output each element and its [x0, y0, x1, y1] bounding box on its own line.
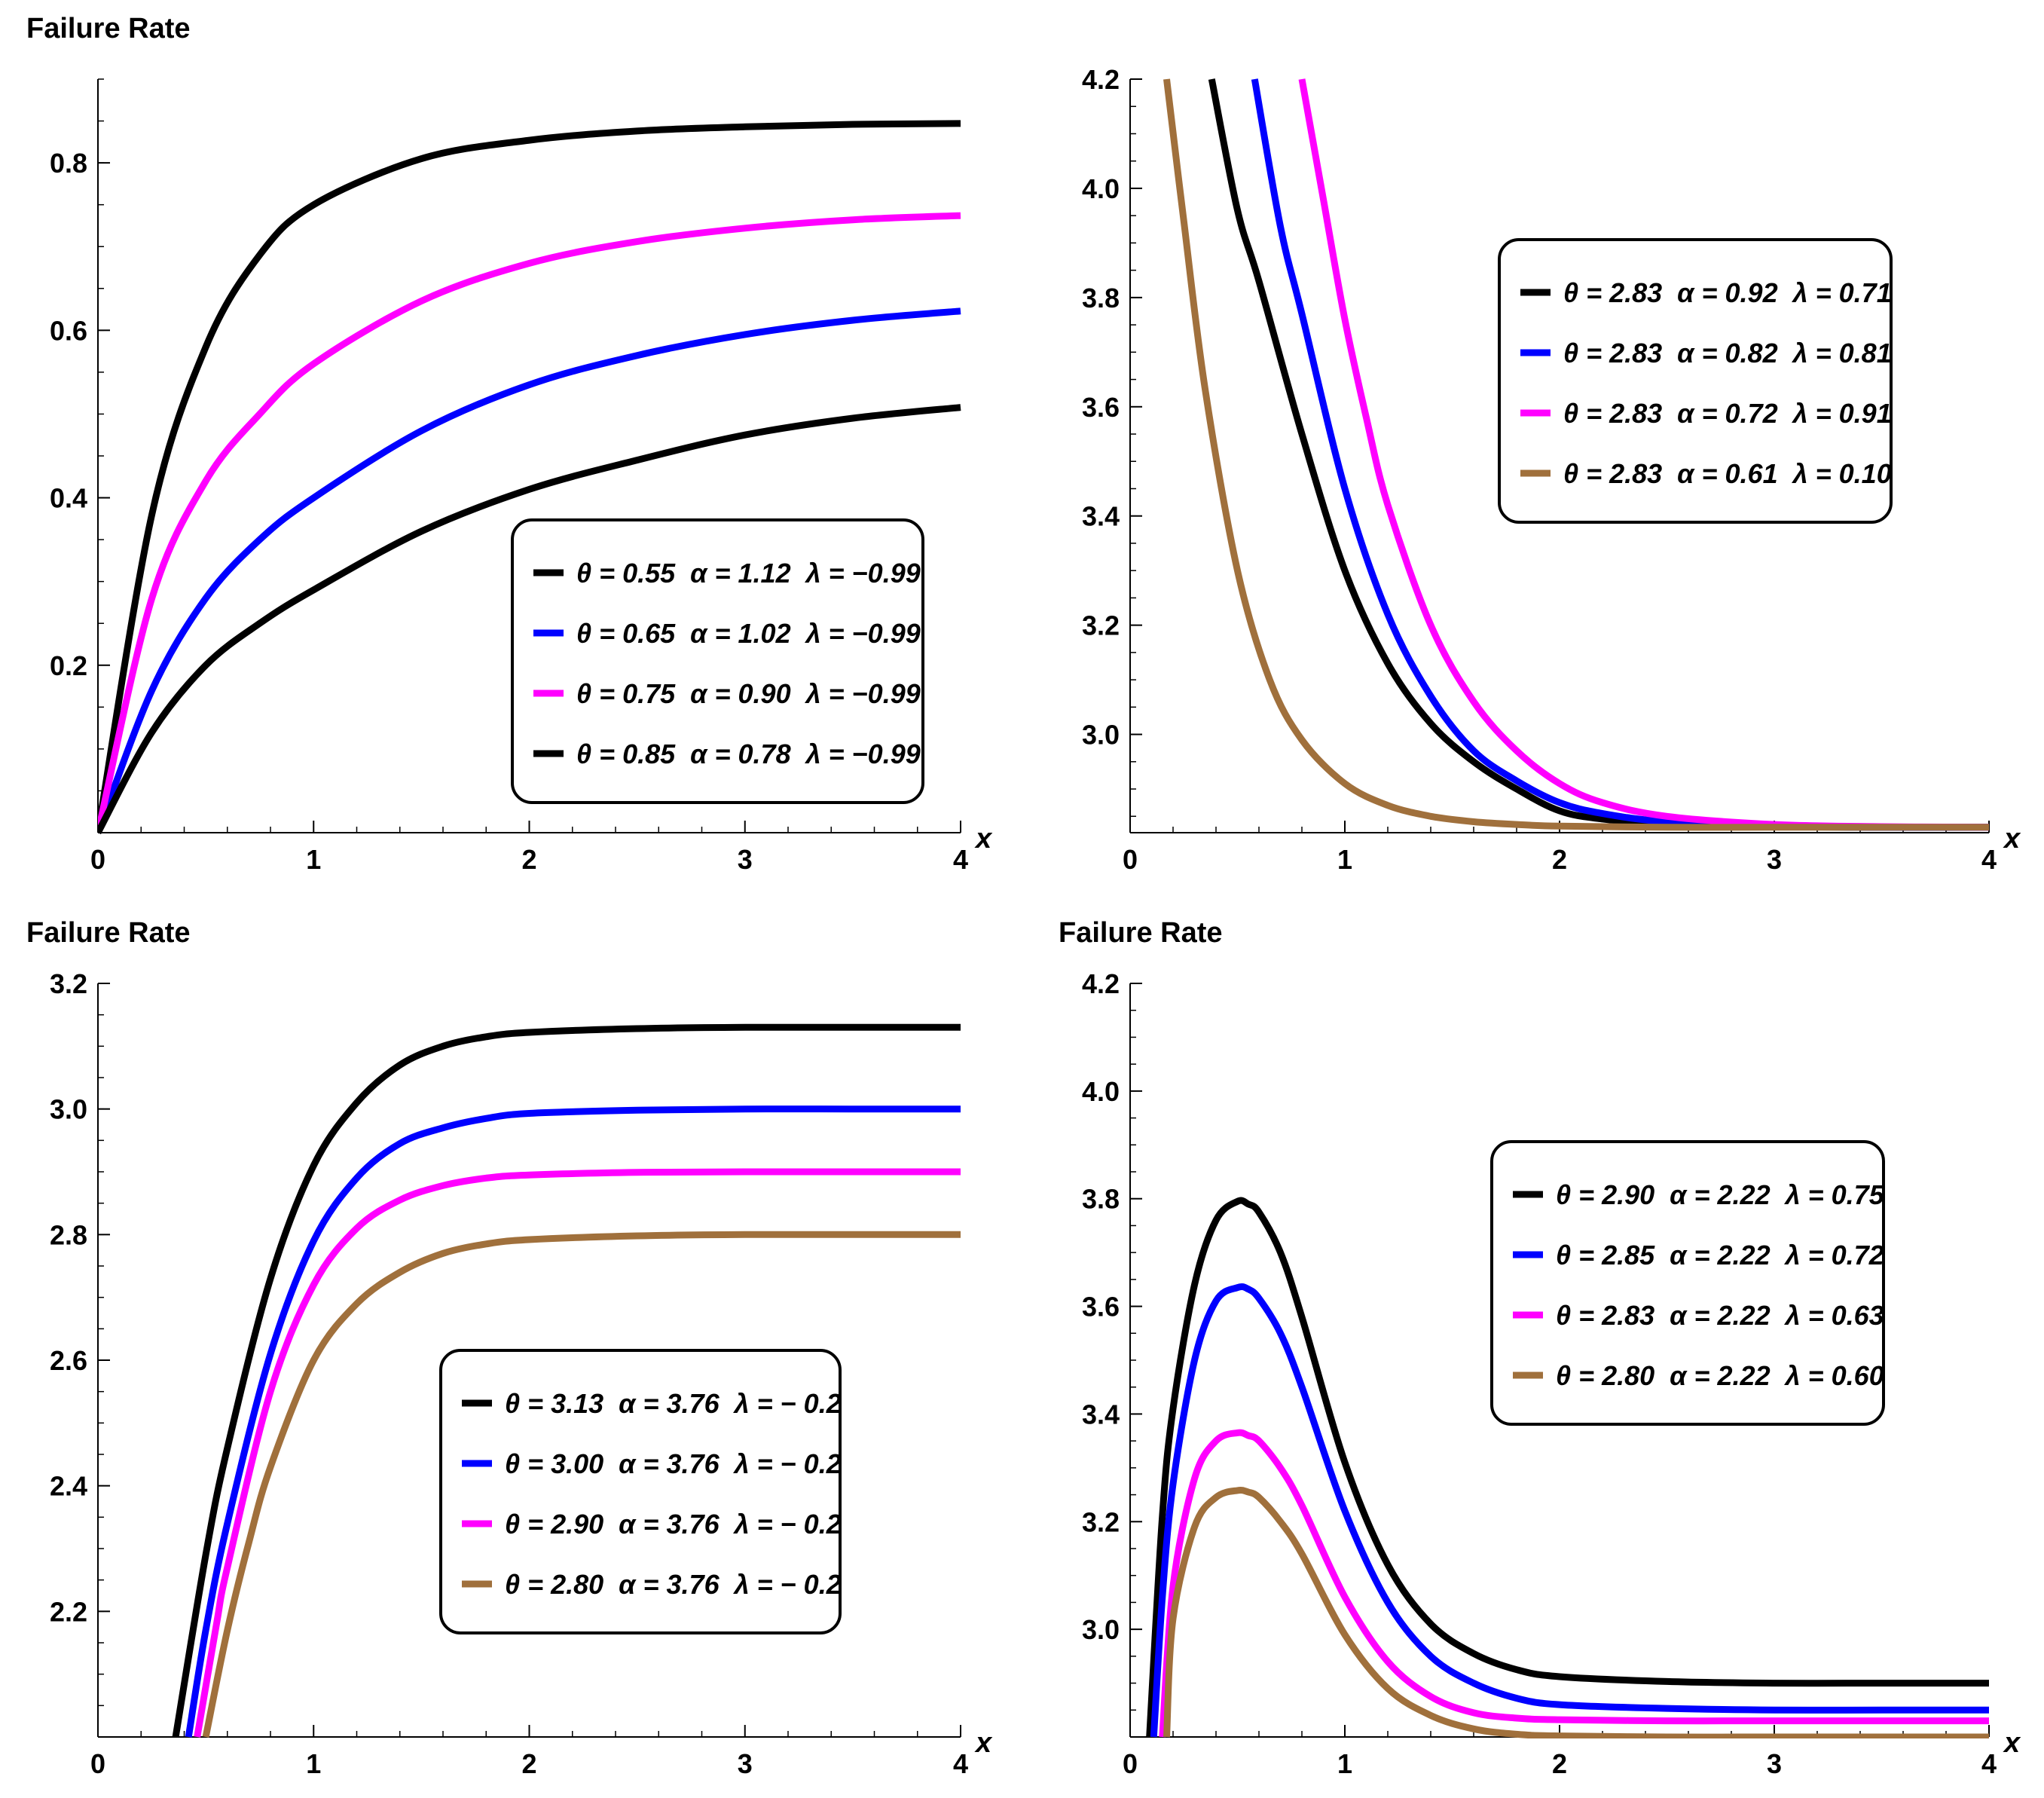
legend-box [511, 518, 924, 804]
series-line-3 [1159, 1429, 1989, 1738]
y-tick-label: 0.4 [50, 483, 87, 514]
series-group [1146, 1197, 1989, 1738]
legend-box [1498, 238, 1893, 524]
x-axis-label: x [2003, 823, 2021, 855]
series-group [1163, 78, 1990, 831]
x-tick-label: 1 [1337, 1748, 1352, 1779]
legend-entry: θ = 0.65 α = 1.02 λ = −0.99 [576, 618, 921, 649]
x-tick-label: 4 [953, 844, 968, 875]
series-line-1 [98, 120, 961, 833]
x-axis-label: x [974, 1727, 993, 1759]
x-tick-label: 4 [1981, 844, 1997, 875]
chart-panel-4: 0 1 2 3 4 3.0 3.2 3.4 3.6 3.8 4.0 4.2 Failure Rate x θ… [1059, 917, 2021, 1779]
y-tick-label: 3.8 [1082, 283, 1120, 313]
chart-panel-2: 0 1 2 3 4 3.0 3.2 3.4 3.6 3.8 4.0 4.2 x θ = 2.83 α = … [1082, 64, 2021, 875]
legend-entry: θ = 2.83 α = 0.72 λ = 0.91 [1563, 398, 1892, 429]
x-tick-label: 2 [1552, 1748, 1567, 1779]
y-tick-label: 3.6 [1082, 392, 1120, 423]
y-tick-label: 3.4 [1082, 1399, 1120, 1430]
legend-entry: θ = 2.83 α = 0.92 λ = 0.71 [1563, 277, 1892, 308]
legend-entry: θ = 0.75 α = 0.90 λ = −0.99 [576, 678, 921, 709]
x-tick-label: 0 [1123, 1748, 1138, 1779]
y-tick-label: 2.4 [50, 1471, 87, 1502]
x-tick-label: 2 [521, 844, 536, 875]
legend-entry: θ = 0.55 α = 1.12 λ = −0.99 [576, 558, 921, 589]
legend: θ = 2.83 α = 0.92 λ = 0.71 θ = 2.83 α = 0… [1498, 238, 1893, 524]
y-tick-label: 3.2 [1082, 1506, 1120, 1537]
x-tick-label: 3 [738, 844, 753, 875]
series-line-4 [202, 1231, 961, 1738]
legend-entry: θ = 3.13 α = 3.76 λ = − 0.2 [505, 1388, 842, 1419]
y-tick-label: 0.6 [50, 315, 87, 346]
legend-entry: θ = 2.83 α = 0.61 λ = 0.10 [1563, 458, 1892, 489]
x-axis-label: x [974, 823, 993, 855]
x-tick-label: 1 [306, 844, 321, 875]
legend-entry: θ = 2.83 α = 2.22 λ = 0.63 [1556, 1300, 1884, 1331]
chart-panel-1: 0 1 2 3 4 0.2 0.4 0.6 0.8 Failure Rate x θ = 0.55 α… [26, 13, 993, 875]
y-tick-label: 3.0 [1082, 720, 1120, 751]
x-tick-label: 1 [1337, 844, 1352, 875]
y-axis-label: Failure Rate [26, 917, 191, 949]
y-tick-label: 4.2 [1082, 64, 1120, 95]
y-tick-label: 2.8 [50, 1219, 87, 1250]
y-axis-label: Failure Rate [1059, 917, 1223, 949]
legend-entry: θ = 2.90 α = 2.22 λ = 0.75 [1556, 1179, 1885, 1210]
y-tick-label: 2.6 [50, 1345, 87, 1376]
legend-entry: θ = 2.80 α = 2.22 λ = 0.60 [1556, 1360, 1884, 1391]
x-tick-label: 1 [306, 1748, 321, 1779]
y-tick-label: 3.8 [1082, 1184, 1120, 1215]
series-line-3 [98, 212, 961, 834]
series-line-4 [1163, 1487, 1989, 1738]
legend-entry: θ = 2.80 α = 3.76 λ = − 0.2 [505, 1569, 842, 1600]
x-tick-label: 2 [1552, 844, 1567, 875]
legend: θ = 3.13 α = 3.76 λ = − 0.2 θ = 3.00 α = … [439, 1349, 842, 1634]
series-line-4 [1163, 78, 1989, 831]
x-tick-label: 0 [90, 1748, 105, 1779]
x-tick-label: 0 [90, 844, 105, 875]
y-tick-label: 3.2 [1082, 610, 1120, 641]
x-tick-label: 3 [1767, 844, 1782, 875]
series-line-3 [194, 1168, 961, 1738]
y-tick-label: 3.0 [1082, 1614, 1120, 1645]
series-group [172, 1023, 961, 1738]
legend-box [439, 1349, 842, 1634]
y-tick-label: 3.2 [50, 968, 87, 999]
y-axis-label: Failure Rate [26, 13, 191, 44]
legend-entry: θ = 2.85 α = 2.22 λ = 0.72 [1556, 1240, 1884, 1271]
legend: θ = 0.55 α = 1.12 λ = −0.99 θ = 0.65 α = … [511, 518, 924, 804]
y-tick-label: 3.4 [1082, 501, 1120, 532]
legend-entry: θ = 2.90 α = 3.76 λ = − 0.2 [505, 1509, 842, 1540]
series-line-1 [172, 1023, 961, 1738]
x-tick-label: 3 [1767, 1748, 1782, 1779]
x-axis-label: x [2003, 1727, 2021, 1759]
y-tick-label: 0.8 [50, 148, 87, 179]
y-tick-label: 4.2 [1082, 968, 1120, 999]
y-tick-label: 4.0 [1082, 1076, 1120, 1107]
x-tick-label: 4 [953, 1748, 968, 1779]
series-line-2 [185, 1105, 961, 1738]
x-tick-label: 0 [1123, 844, 1138, 875]
y-tick-label: 4.0 [1082, 173, 1120, 204]
legend-entry: θ = 2.83 α = 0.82 λ = 0.81 [1563, 338, 1892, 368]
chart-panel-3: 0 1 2 3 4 2.2 2.4 2.6 2.8 3.0 3.2 Failure Rate x θ = … [26, 917, 993, 1779]
x-tick-label: 4 [1981, 1748, 1997, 1779]
series-line-2 [98, 307, 961, 834]
y-tick-label: 0.2 [50, 650, 87, 681]
y-tick-label: 3.0 [50, 1094, 87, 1125]
y-tick-label: 2.2 [50, 1596, 87, 1627]
legend-entry: θ = 3.00 α = 3.76 λ = − 0.2 [505, 1448, 842, 1479]
legend-box [1490, 1140, 1885, 1426]
series-line-2 [1150, 1283, 1989, 1738]
legend: θ = 2.90 α = 2.22 λ = 0.75 θ = 2.85 α = 2… [1490, 1140, 1885, 1426]
x-tick-label: 2 [521, 1748, 536, 1779]
series-group [98, 120, 961, 834]
x-tick-label: 3 [738, 1748, 753, 1779]
series-line-1 [1146, 1197, 1989, 1738]
legend-entry: θ = 0.85 α = 0.78 λ = −0.99 [576, 738, 921, 769]
series-line-4 [98, 404, 961, 834]
y-tick-label: 3.6 [1082, 1292, 1120, 1323]
